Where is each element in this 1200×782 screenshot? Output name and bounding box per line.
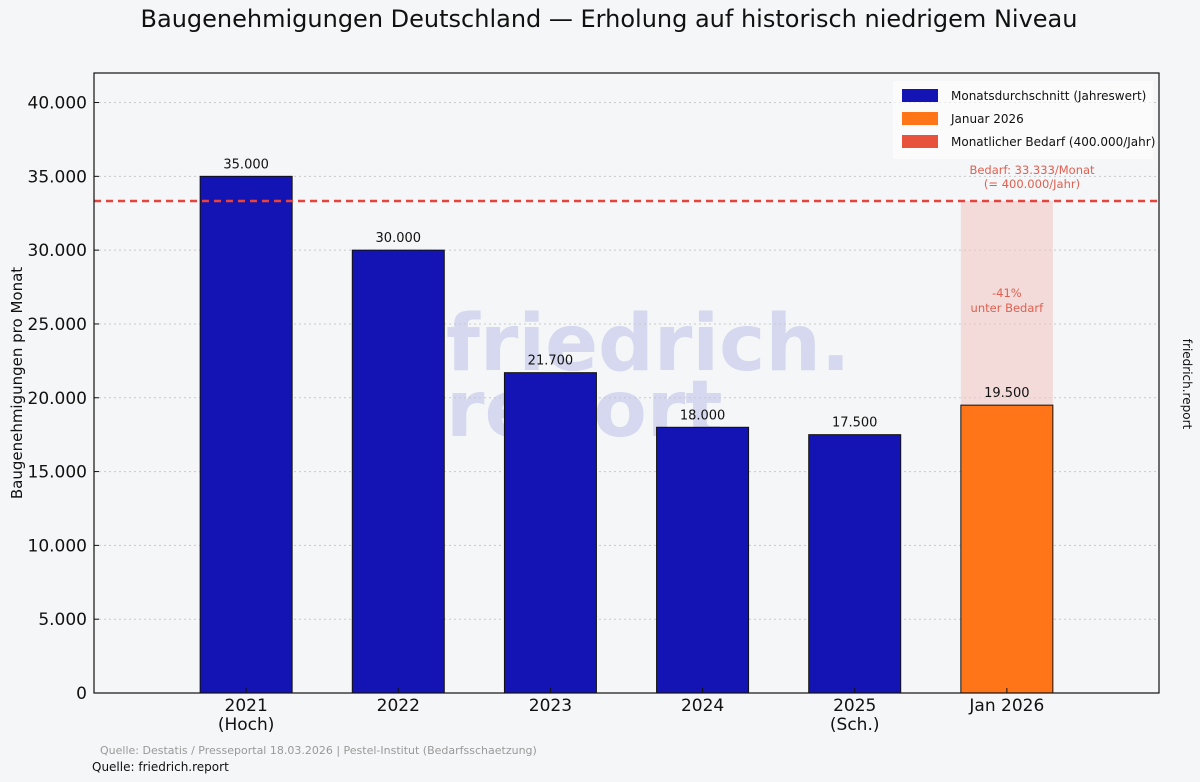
y-tick-label: 5.000	[38, 610, 87, 630]
legend: Monatsdurchschnitt (Jahreswert) Januar 20…	[893, 81, 1155, 159]
bar-value-label: 30.000	[376, 231, 422, 246]
bar-value-label: 18.000	[680, 408, 726, 423]
y-tick-label: 35.000	[28, 167, 87, 187]
source-line: Quelle: Destatis / Presseportal 18.03.20…	[100, 744, 537, 757]
x-tick-label: 2024	[681, 696, 724, 716]
bars	[199, 175, 1054, 694]
y-tick-label: 30.000	[28, 241, 87, 261]
x-tick-label: 2023	[529, 696, 572, 716]
bar-value-label: 35.000	[223, 157, 269, 172]
bar	[351, 249, 445, 694]
y-axis-label: Baugenehmigungen pro Monat	[8, 267, 26, 499]
legend-label: Januar 2026	[950, 112, 1024, 126]
bar	[808, 434, 902, 694]
y-tick-label: 25.000	[28, 315, 87, 335]
x-axis: 2021(Hoch) 2022 2023 2024 2025(Sch.) Jan 2026	[218, 688, 1044, 735]
chart-title: Baugenehmigungen Deutschland — Erholung …	[141, 5, 1078, 33]
y-tick-label: 15.000	[28, 463, 87, 483]
legend-swatch	[902, 89, 938, 102]
y-tick-label: 0	[76, 684, 87, 704]
bar-value-label: 17.500	[832, 416, 878, 431]
bar-value-label: 21.700	[528, 354, 574, 369]
reference-line-label: (= 400.000/Jahr)	[984, 177, 1080, 191]
legend-label: Monatlicher Bedarf (400.000/Jahr)	[951, 135, 1155, 149]
bar-value-label: 19.500	[984, 386, 1030, 401]
side-label: friedrich.report	[1180, 339, 1194, 430]
bar	[656, 426, 750, 694]
bar	[960, 404, 1054, 694]
gap-annotation: -41%	[992, 286, 1022, 300]
data-labels: 35.000 30.000 21.700 18.000 17.500 19.500	[223, 157, 1029, 430]
y-axis: 0 5.000 10.000 15.000 20.000 25.000 30.000 35.0…	[28, 94, 99, 704]
x-tick-label: 2022	[377, 696, 420, 716]
gap-shade	[960, 200, 1053, 406]
x-tick-label: 2021	[225, 696, 268, 716]
x-tick-label: (Sch.)	[830, 715, 880, 735]
bar	[199, 175, 293, 694]
legend-swatch	[902, 135, 938, 148]
reference-line-label: Bedarf: 33.333/Monat	[969, 163, 1095, 177]
plot-frame	[93, 72, 1160, 694]
y-tick-label: 10.000	[28, 536, 87, 556]
x-tick-label: Jan 2026	[968, 696, 1044, 716]
y-tick-label: 40.000	[28, 94, 87, 114]
legend-label: Monatsdurchschnitt (Jahreswert)	[951, 89, 1146, 103]
legend-swatch	[902, 112, 938, 125]
bar	[503, 372, 597, 694]
reference-line-group: Bedarf: 33.333/Monat(= 400.000/Jahr)	[94, 163, 1159, 203]
x-tick-label: (Hoch)	[218, 715, 275, 735]
y-tick-label: 20.000	[28, 389, 87, 409]
footer-source: Quelle: friedrich.report	[92, 760, 229, 774]
gap-shading: -41%unter Bedarf	[960, 200, 1053, 406]
gap-annotation: unter Bedarf	[971, 301, 1045, 315]
x-tick-label: 2025	[833, 696, 876, 716]
